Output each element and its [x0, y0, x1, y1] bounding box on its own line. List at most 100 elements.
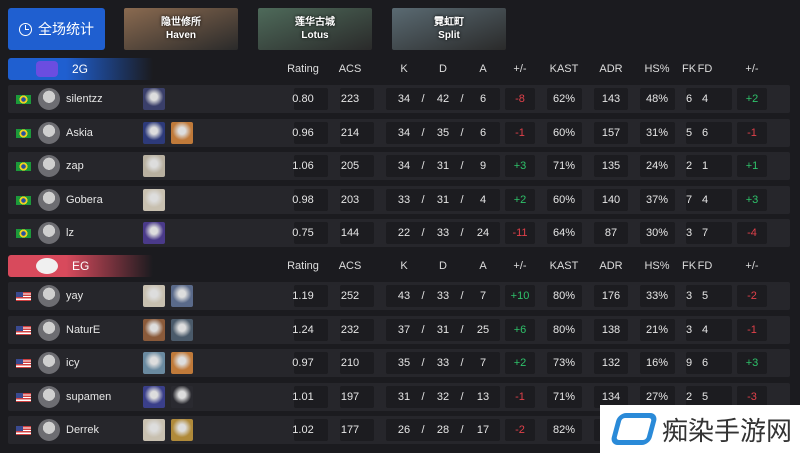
player-name[interactable]: silentzz	[66, 93, 103, 105]
column-header-a: A	[479, 63, 487, 75]
stat-kills: 34	[397, 126, 411, 139]
column-header-k: K	[400, 260, 408, 272]
map-name-cn: 霓虹町	[434, 17, 464, 28]
overall-stats-button[interactable]: 全场统计	[8, 8, 105, 50]
flag-usa-icon	[16, 292, 31, 301]
stat-first-deaths: 5	[701, 290, 709, 302]
map-name-en: Split	[438, 30, 460, 41]
stat-assists: 6	[479, 126, 487, 139]
stat-cell	[294, 352, 328, 374]
stat-first-deaths: 6	[701, 126, 709, 139]
kda-separator: /	[460, 290, 464, 302]
stat-hs-percent: 33%	[645, 290, 669, 302]
stat-cell	[737, 352, 767, 374]
stat-assists: 9	[479, 160, 487, 172]
player-row[interactable]: NaturE 1.24 232 37 31 25 +6 80% 138 21% 3 4 -1 / /	[8, 315, 790, 344]
stat-cell	[737, 285, 767, 307]
flag-brazil-icon	[16, 229, 31, 238]
map-tab-split[interactable]: 霓虹町 Split	[392, 8, 506, 50]
stat-first-kills: 2	[685, 160, 693, 172]
kda-separator: /	[421, 323, 425, 336]
stat-cell	[340, 155, 374, 177]
player-avatar	[38, 419, 60, 441]
watermark-logo-icon	[609, 413, 659, 445]
stat-cell	[505, 155, 535, 177]
watermark-text: 痴染手游网	[662, 416, 793, 447]
stat-cell	[386, 285, 500, 307]
stat-hs-percent: 48%	[645, 93, 669, 105]
column-header-kast: KAST	[549, 260, 579, 272]
stat-cell	[547, 155, 582, 177]
player-name[interactable]: supamen	[66, 390, 112, 403]
stat-first-kills: 3	[685, 290, 693, 302]
stat-kills: 31	[397, 390, 411, 403]
stat-cell	[737, 88, 767, 110]
pie-clock-icon	[19, 22, 32, 36]
player-row[interactable]: yay 1.19 252 43 33 7 +10 80% 176 33% 3 5 -2 / /	[8, 282, 790, 310]
stat-deaths: 31	[436, 160, 450, 172]
stat-cell	[294, 222, 328, 244]
stat-adr: 132	[601, 357, 621, 369]
player-name[interactable]: NaturE	[66, 323, 101, 336]
stat-cell	[505, 188, 535, 211]
stat-rating: 0.75	[292, 227, 314, 239]
stat-acs: 252	[340, 290, 360, 302]
team-logo-icon	[36, 61, 58, 77]
stat-cell	[686, 385, 732, 408]
stat-cell	[686, 285, 732, 307]
player-name[interactable]: Gobera	[66, 193, 103, 206]
player-avatar	[38, 318, 60, 341]
flag-canton	[16, 392, 23, 398]
stat-cell	[294, 88, 328, 110]
player-name[interactable]: zap	[66, 160, 84, 172]
stat-cell	[547, 318, 582, 341]
stat-rating: 1.01	[292, 390, 314, 403]
stat-cell	[594, 385, 628, 408]
player-row[interactable]: zap 1.06 205 34 31 9 +3 71% 135 24% 2 1 +1 / /	[8, 152, 790, 180]
agent-icon	[171, 285, 193, 307]
stat-adr: 87	[604, 227, 618, 239]
player-row[interactable]: Gobera 0.98 203 33 31 4 +2 60% 140 37% 7 4 +3//	[8, 185, 790, 214]
stat-cell	[340, 285, 374, 307]
map-tab-haven[interactable]: 隐世修所 Haven	[124, 8, 238, 50]
stat-cell	[640, 188, 675, 211]
stat-cell	[340, 385, 374, 408]
kda-separator: /	[460, 160, 464, 172]
stat-kills: 35	[397, 357, 411, 369]
column-header-pm: +/-	[513, 63, 527, 75]
flag-brazil-icon	[16, 95, 31, 104]
player-row[interactable]: silentzz 0.80 223 34 42 6 -8 62% 143 48% 6 4 +2//	[8, 85, 790, 113]
stat-first-deaths: 7	[701, 227, 709, 239]
kda-separator: /	[421, 390, 425, 403]
stat-cell	[737, 318, 767, 341]
stat-cell	[547, 385, 582, 408]
stat-cell	[386, 121, 500, 144]
player-name[interactable]: icy	[66, 357, 80, 369]
player-name[interactable]: Derrek	[66, 424, 100, 436]
stat-kills: 34	[397, 160, 411, 172]
agent-icon	[143, 385, 165, 408]
agent-icon	[171, 121, 193, 144]
player-name[interactable]: lz	[66, 227, 74, 239]
column-header-fpm: +/-	[745, 260, 759, 272]
player-row[interactable]: Askia 0.96 214 34 35 6 -1 60% 157 31% 5 6 -1//	[8, 118, 790, 147]
stat-cell	[294, 121, 328, 144]
player-row[interactable]: lz 0.75 144 22 33 24 -11 64% 87 30% 3 7 -4 / /	[8, 219, 790, 247]
map-tab-lotus[interactable]: 莲华古城 Lotus	[258, 8, 372, 50]
player-row[interactable]: icy 0.97 210 35 33 7 +2 73% 132 16% 9 6 +3 / /	[8, 349, 790, 377]
stat-rating: 1.06	[292, 160, 314, 172]
stat-cell	[640, 88, 675, 110]
player-name[interactable]: Askia	[66, 126, 93, 139]
stat-assists: 17	[476, 424, 490, 436]
kda-separator: /	[421, 193, 425, 206]
flag-brazil-icon	[16, 128, 31, 138]
player-name[interactable]: yay	[66, 290, 84, 302]
stat-deaths: 32	[436, 390, 450, 403]
stat-cell	[294, 318, 328, 341]
map-name-cn: 莲华古城	[295, 17, 335, 28]
stat-cell	[386, 222, 500, 244]
stat-adr: 140	[601, 193, 621, 206]
stat-first-deaths: 4	[701, 93, 709, 105]
stat-cell	[340, 88, 374, 110]
stat-kd-diff: +2	[513, 357, 527, 369]
